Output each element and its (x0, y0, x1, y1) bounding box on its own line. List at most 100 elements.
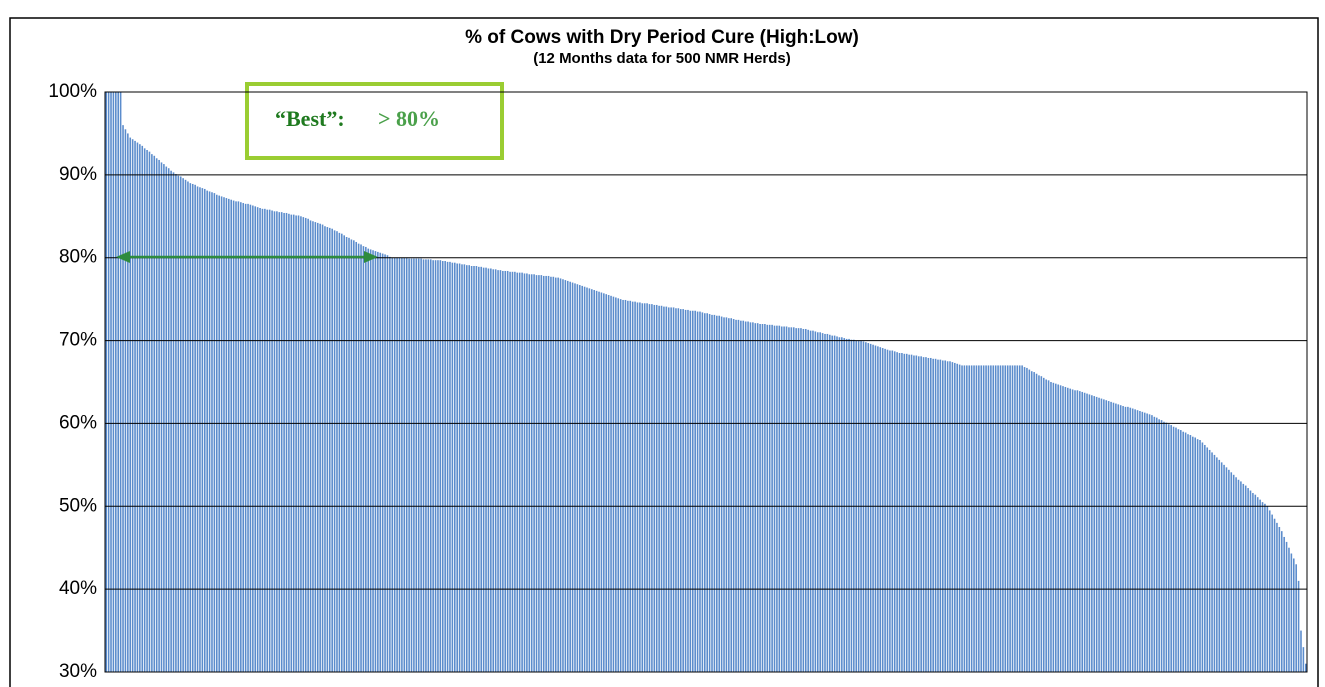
bar (1305, 663, 1307, 672)
bar (807, 329, 809, 672)
bar (730, 318, 733, 672)
bar (1194, 437, 1197, 672)
bar (879, 347, 882, 672)
bar (973, 365, 975, 672)
bar (153, 155, 156, 673)
bar (179, 176, 182, 672)
bar (1295, 564, 1297, 672)
bar (1148, 414, 1151, 672)
bar (809, 330, 812, 672)
bar (718, 315, 721, 672)
bar (1062, 386, 1064, 672)
bar (482, 267, 485, 672)
bar (670, 307, 672, 672)
bar (1208, 449, 1211, 672)
bar (764, 324, 766, 672)
bar (1112, 402, 1115, 672)
bar (1206, 447, 1209, 672)
y-tick-label: 70% (59, 330, 97, 351)
bar (1100, 398, 1103, 672)
bar (886, 349, 889, 672)
bar (605, 294, 608, 672)
bar (1117, 404, 1120, 672)
bar (1050, 382, 1052, 672)
bar (559, 278, 562, 672)
bar (511, 271, 514, 672)
bar (218, 195, 220, 673)
bar (466, 265, 468, 672)
bar (954, 362, 956, 672)
bar (1071, 389, 1074, 672)
bar (146, 150, 148, 672)
bar (966, 365, 968, 672)
arrow-head (116, 251, 130, 263)
bar (1175, 427, 1177, 672)
bar (1018, 365, 1021, 672)
bar (1009, 365, 1011, 672)
bar (235, 201, 237, 672)
bar (778, 325, 781, 672)
bar (232, 200, 235, 673)
range-arrow (116, 251, 378, 263)
bar (328, 227, 331, 672)
bar (1184, 432, 1187, 672)
bar (732, 319, 735, 672)
bar (362, 246, 365, 672)
bar (196, 186, 199, 672)
bar (295, 215, 297, 672)
bar (665, 306, 668, 672)
bar (687, 309, 689, 672)
bar (268, 209, 271, 672)
bar (1268, 510, 1271, 672)
bar (963, 365, 966, 672)
bar (1119, 405, 1122, 672)
bar (838, 337, 841, 672)
bar (439, 260, 442, 672)
bar (910, 354, 913, 672)
bar (237, 201, 240, 672)
bar (667, 307, 670, 672)
bar (1014, 365, 1016, 672)
bar (1122, 406, 1124, 672)
bar (417, 258, 420, 672)
bar (756, 323, 759, 672)
bar (1290, 553, 1293, 672)
bar (898, 353, 901, 672)
bar (821, 333, 824, 672)
bar (492, 269, 495, 672)
bar (1292, 558, 1295, 672)
bar (396, 257, 398, 672)
bar (1201, 442, 1204, 672)
bar (401, 257, 403, 672)
bar (1196, 439, 1199, 672)
bar (1129, 407, 1132, 672)
bar (699, 311, 701, 672)
bar (1242, 483, 1245, 672)
bar (980, 365, 983, 672)
bar (292, 214, 295, 672)
bar (843, 338, 846, 672)
annotation-label: “Best”: (275, 106, 345, 131)
bar (365, 246, 367, 672)
bar (381, 253, 384, 673)
bar (1069, 388, 1071, 672)
bar (1067, 387, 1069, 672)
bar (160, 162, 163, 672)
bar (247, 203, 249, 672)
bar (1047, 380, 1050, 672)
bar (591, 289, 593, 672)
bar (191, 183, 194, 672)
bar (345, 237, 348, 672)
bar (1232, 474, 1235, 672)
bar (920, 356, 922, 672)
bar (1153, 416, 1156, 672)
bar (1158, 419, 1160, 672)
bar (735, 319, 737, 672)
bar (958, 364, 961, 672)
bar (369, 249, 372, 672)
bar (259, 208, 261, 672)
bar (285, 212, 288, 672)
bar (1271, 514, 1273, 672)
bar (643, 303, 646, 672)
